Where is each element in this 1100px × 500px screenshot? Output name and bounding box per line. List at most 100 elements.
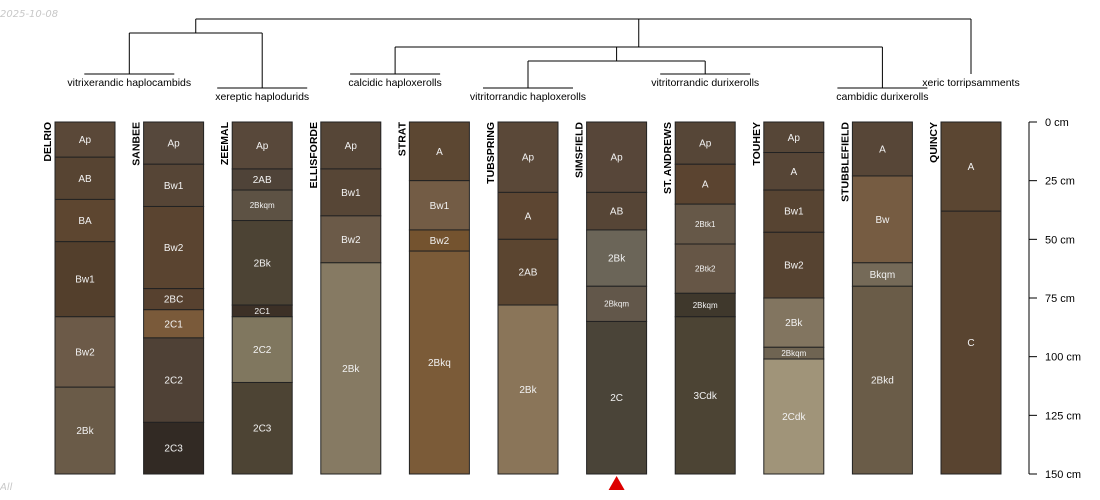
horizon-label: 2AB [253,175,272,186]
horizon-label: Bw1 [341,188,361,199]
horizon-ap [586,121,648,193]
horizon-label: 2Cdk [782,412,806,423]
horizon-label: Ap [522,153,535,164]
horizon-a [497,191,559,240]
horizon-label: 3Cdk [694,391,718,402]
horizon-label: 2C1 [254,306,270,316]
horizon-label: 2AB [519,268,538,279]
horizon-label: 2Bk [785,318,803,329]
axis-tick-label: 25 cm [1045,176,1075,188]
horizon-label: Ap [610,153,623,164]
axis-tick-label: 125 cm [1045,410,1081,422]
horizon-ap [143,121,205,165]
profile-name: QUINCY [928,122,940,163]
marker-triangle [608,476,625,490]
horizon-bw2 [320,215,382,264]
horizon-2c2 [143,337,205,423]
profile-delrio: DELRIO Ap AB BA Bw1 Bw2 2Bk [42,121,116,475]
horizon-label: 2Btk2 [695,264,716,273]
horizon-label: A [879,144,886,155]
horizon-bw1 [320,168,382,217]
horizon-2bkqm [231,189,293,222]
horizon-label: 2C2 [164,376,183,387]
horizon-2c3 [231,381,293,475]
horizon-label: Bw2 [164,243,184,254]
horizon-3cdk [674,316,736,475]
group-label-vitritorrandic-haploxerolls: vitritorrandic haploxerolls [470,91,586,103]
horizon-2btk1 [674,203,736,245]
horizon-2bkq [408,250,470,475]
horizon-label: 2Btk1 [695,220,716,229]
horizon-label: A [702,180,709,191]
horizon-2c3 [143,421,205,475]
profile-strat: STRAT A Bw1 Bw2 2Bkq [396,121,470,475]
horizon-bw1 [763,189,825,233]
horizon-ap [54,121,116,158]
horizon-2cdk [763,358,825,475]
axis-tick-label: 75 cm [1045,293,1075,305]
group-label-xereptic-haplodurids: xereptic haplodurids [215,91,309,103]
horizon-ba [54,198,116,243]
horizon-label: Bw [875,215,890,226]
horizon-bw1 [408,180,470,231]
horizon-ap [674,121,736,165]
horizon-2c1 [143,309,205,339]
profile-name: TOUHEY [751,122,763,166]
horizon-ab [586,191,648,231]
horizon-label: Ap [345,141,358,152]
horizon-2ab [497,238,559,306]
horizon-2c2 [231,316,293,383]
profile-ellisforde: ELLISFORDE Ap Bw1 Bw2 2Bk [308,121,382,475]
horizon-label: A [525,211,532,222]
horizon-2bkd [851,285,913,475]
profile-name: STUBBLEFIELD [839,122,851,202]
profile-st-andrews: ST. ANDREWS Ap A 2Btk1 2Btk2 2Bkqm 3Cdk [662,121,736,475]
profile-name: SANBEE [131,122,143,166]
profile-tubspring: TUBSPRING Ap A 2AB 2Bk [485,121,559,475]
soil-profiles: DELRIO Ap AB BA Bw1 Bw2 2Bk SANBEE Ap Bw1 Bw2 2BC 2C… [42,121,1002,475]
horizon-2btk2 [674,243,736,294]
horizon-c [940,210,1002,475]
horizon-label: 2Bkq [428,358,451,369]
horizon-2bk [231,220,293,306]
group-labels: vitrixerandic haplocambids xereptic haplo… [67,77,1019,103]
group-label-xeric-torripsamments: xeric torripsamments [922,77,1019,89]
horizon-label: Ap [79,135,92,146]
depth-axis: 0 cm 25 cm 50 cm 75 cm 100 cm 125 cm 150 cm [1028,117,1081,481]
horizon-label: C [967,338,974,349]
horizon-2bk [54,386,116,475]
profile-name: DELRIO [42,122,54,162]
horizon-ap [231,121,293,170]
horizon-label: 2Bk [254,258,272,269]
horizon-label: 2Bkd [871,376,894,387]
horizon-label: AB [78,174,92,185]
horizon-label: AB [610,207,624,218]
horizon-label: 2Bkqm [693,301,718,310]
group-label-cambidic-durixerolls: cambidic durixerolls [836,91,928,103]
horizon-label: 2Bk [342,364,360,375]
horizon-ap [320,121,382,170]
horizon-label: 2Bk [519,385,537,396]
horizon-2bk [497,304,559,475]
group-label-calcidic-haploxerolls: calcidic haploxerolls [348,77,441,89]
horizon-label: Bw2 [430,236,450,247]
horizon-2bk [320,262,382,475]
horizon-a [851,121,913,177]
horizon-label: Ap [788,133,801,144]
profile-quincy: QUINCY A C [928,121,1002,475]
horizon-2bk [763,297,825,348]
horizon-label: 2Bkqm [250,201,275,210]
dendrogram [84,18,972,89]
profile-name: STRAT [396,121,408,156]
horizon-a [408,121,470,182]
profile-name: ZEEMAL [219,121,231,165]
profile-name: TUBSPRING [485,122,497,184]
horizon-a [763,152,825,191]
footer-label: All [0,482,13,493]
horizon-label: Bw1 [164,181,184,192]
horizon-label: 2C3 [164,444,183,455]
horizon-label: 2C [610,393,623,404]
group-label-vitritorrandic-durixerolls: vitritorrandic durixerolls [651,77,759,89]
horizon-label: 2Bk [76,426,94,437]
